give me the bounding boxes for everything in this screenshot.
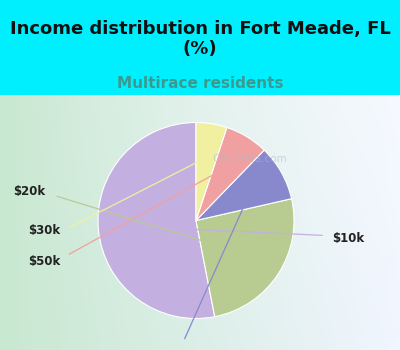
Text: City-Data.com: City-Data.com — [212, 154, 287, 164]
Wedge shape — [98, 122, 215, 318]
Text: $50k: $50k — [28, 255, 60, 268]
Text: Multirace residents: Multirace residents — [117, 76, 283, 91]
Text: $30k: $30k — [28, 224, 60, 237]
Text: $20k: $20k — [13, 184, 46, 198]
Text: $10k: $10k — [332, 232, 364, 245]
Text: Income distribution in Fort Meade, FL
(%): Income distribution in Fort Meade, FL (%… — [10, 20, 390, 58]
Wedge shape — [196, 199, 294, 317]
Wedge shape — [196, 122, 227, 220]
Wedge shape — [196, 127, 264, 220]
Wedge shape — [196, 150, 292, 220]
